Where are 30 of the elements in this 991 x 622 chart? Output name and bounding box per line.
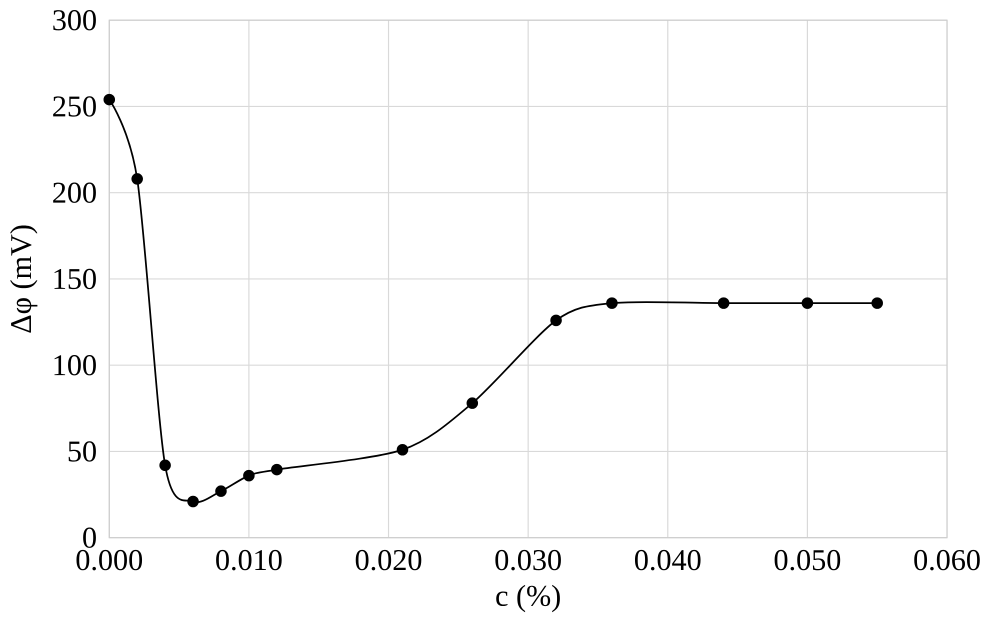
point bbox=[271, 464, 283, 476]
x-tick-label: 0.050 bbox=[774, 550, 840, 570]
y-tick-label: 200 bbox=[53, 182, 96, 203]
point bbox=[718, 297, 730, 309]
point bbox=[159, 459, 171, 471]
y-tick-label: 150 bbox=[54, 268, 96, 290]
y-tick-label: 300 bbox=[53, 10, 96, 30]
x-tick-label: 0.060 bbox=[914, 550, 980, 570]
point bbox=[466, 397, 478, 409]
point bbox=[550, 314, 562, 326]
point bbox=[871, 297, 883, 309]
point bbox=[802, 297, 814, 309]
x-axis-title: c (%) bbox=[496, 584, 560, 612]
y-tick-label: 50 bbox=[68, 441, 96, 462]
x-tick-label: 0.010 bbox=[216, 550, 282, 570]
x-tick-label: 0.040 bbox=[634, 550, 701, 570]
y-axis-title: Δφ (mV) bbox=[10, 225, 38, 333]
x-tick-label: 0.030 bbox=[495, 550, 561, 570]
y-tick-label: 100 bbox=[54, 354, 96, 376]
point bbox=[131, 173, 143, 185]
y-tick-label: 0 bbox=[83, 527, 96, 548]
point bbox=[215, 485, 227, 497]
x-tick-label: 0.000 bbox=[76, 550, 142, 570]
point bbox=[187, 496, 199, 508]
x-tick-label: 0.020 bbox=[356, 550, 422, 570]
point bbox=[606, 297, 618, 309]
point bbox=[396, 444, 408, 456]
point bbox=[104, 94, 116, 106]
y-tick-label: 250 bbox=[53, 96, 96, 117]
point bbox=[243, 470, 255, 482]
